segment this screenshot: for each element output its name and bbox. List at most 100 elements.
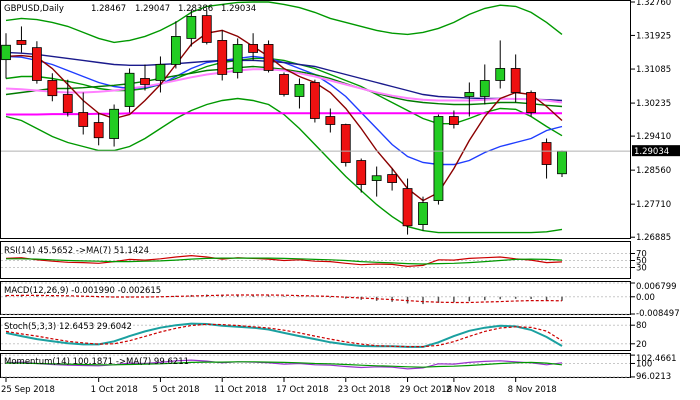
candle-body-bull	[464, 92, 475, 97]
date-tick-label: 8 Nov 2018	[508, 385, 557, 395]
candle	[62, 79, 73, 117]
price-axis: 1.32760 1.31925 1.31085 1.30235 1.29410 1.285…	[631, 0, 671, 243]
candle-body-bull	[1, 44, 11, 61]
indicator-tick-label: 96.0213	[636, 372, 671, 382]
candle	[418, 196, 428, 231]
candle-body-bull	[109, 108, 120, 139]
candle	[464, 82, 475, 117]
candle	[448, 110, 459, 129]
candle-body-bear	[309, 82, 320, 119]
candle-body-bull	[155, 64, 166, 81]
candle	[248, 33, 259, 61]
date-tick-label: 17 Oct 2018	[276, 385, 329, 395]
date-axis: 25 Sep 2018 1 Oct 2018 5 Oct 2018 11 Oct 20…	[1, 378, 557, 395]
date-tick-label: 11 Oct 2018	[214, 385, 267, 395]
candles	[1, 9, 567, 235]
candle	[140, 64, 150, 91]
price-tick-label: 1.30235	[636, 99, 671, 109]
date-tick-label: 29 Oct 2018	[400, 385, 453, 395]
current-price-badge	[632, 145, 680, 157]
ohlc-high: 1.29047	[135, 4, 170, 14]
date-tick-label: 5 Oct 2018	[152, 385, 199, 395]
candle-body-bear	[47, 80, 58, 97]
price-tick-label: 1.29410	[636, 132, 671, 142]
candle	[47, 73, 58, 102]
candle	[1, 33, 11, 79]
candle-body-bear	[541, 142, 552, 165]
candle	[294, 78, 305, 109]
candle	[232, 38, 243, 79]
candle-body-bull	[294, 84, 305, 97]
candle-body-bear	[279, 74, 289, 95]
candle-body-bear	[263, 44, 274, 71]
candle-body-bull	[124, 72, 135, 107]
candle	[186, 9, 197, 47]
candle	[78, 92, 89, 135]
rsi-label: RSI(14) 45.5652 ->MA(7) 51.1424	[4, 246, 149, 256]
ohlc-open: 1.28467	[91, 4, 126, 14]
candle-body-bear	[325, 116, 336, 125]
indicator-tick-label: 20	[636, 340, 647, 350]
stoch-panel-frame	[0, 317, 631, 351]
candle-body-bear	[248, 44, 259, 53]
overlay-bb-mid	[5, 57, 563, 137]
symbol-title: GBPUSD,Daily	[4, 4, 64, 14]
indicator-tick-label: 102.4661	[636, 354, 677, 364]
indicator-line-rsi-ma	[6, 257, 563, 265]
price-tick-label: 1.31085	[636, 65, 671, 75]
indicator-tick-label: 0.00	[636, 293, 655, 303]
macd-label: MACD(12,26,9) -0.001990 -0.002615	[4, 286, 161, 296]
candle-body-bull	[418, 202, 428, 225]
indicator-tick-label: 30	[636, 264, 647, 274]
price-tick-label: 1.32760	[636, 0, 671, 8]
candle-body-bull	[186, 16, 197, 39]
current-price-marker: 1.29034	[632, 145, 680, 157]
overlay-bb-lower	[5, 97, 563, 234]
candle-body-bull	[557, 150, 567, 175]
candle	[16, 26, 27, 53]
price-tick-label: 1.27710	[636, 200, 671, 210]
candle-body-bear	[340, 124, 351, 163]
candle	[109, 104, 120, 147]
ohlc-low: 1.28386	[178, 4, 213, 14]
candle-body-bear	[217, 40, 228, 75]
candle	[263, 40, 274, 73]
candle	[557, 150, 567, 177]
date-tick-label: 1 Oct 2018	[91, 385, 138, 395]
candle-body-bear	[93, 122, 104, 139]
candle	[309, 79, 320, 123]
indicator-tick-label: 70	[636, 250, 647, 260]
candle	[155, 56, 166, 93]
indicator-line-signal	[5, 294, 563, 304]
candle-body-bear	[62, 94, 73, 113]
ohlc-close: 1.29034	[221, 4, 256, 14]
price-tick-label: 1.28560	[636, 166, 671, 176]
indicator-line-momentum-ma	[6, 361, 563, 368]
candle	[356, 158, 367, 193]
stoch-label: Stoch(5,3,3) 12.6453 29.6042	[4, 322, 132, 332]
candle-body-bear	[16, 40, 27, 45]
candle	[201, 10, 212, 45]
candle-body-bull	[433, 116, 444, 201]
candle-body-bear	[402, 188, 413, 227]
candle-body-bear	[140, 78, 150, 85]
indicator-line-momentum	[5, 359, 563, 370]
candle-body-bear	[78, 112, 89, 127]
candle	[526, 90, 537, 117]
candle	[402, 178, 413, 235]
current-price-label: 1.29034	[634, 147, 669, 157]
indicator-line-stoch-k	[5, 322, 563, 348]
overlay-bb-upper	[5, 1, 563, 44]
candle	[495, 40, 506, 89]
candle-body-bear	[201, 15, 212, 43]
price-tick-label: 1.26885	[636, 233, 671, 243]
candle	[479, 64, 490, 105]
indicator-tick-label: 100	[636, 359, 652, 369]
candle-body-bull	[232, 44, 243, 73]
candle	[31, 41, 42, 84]
